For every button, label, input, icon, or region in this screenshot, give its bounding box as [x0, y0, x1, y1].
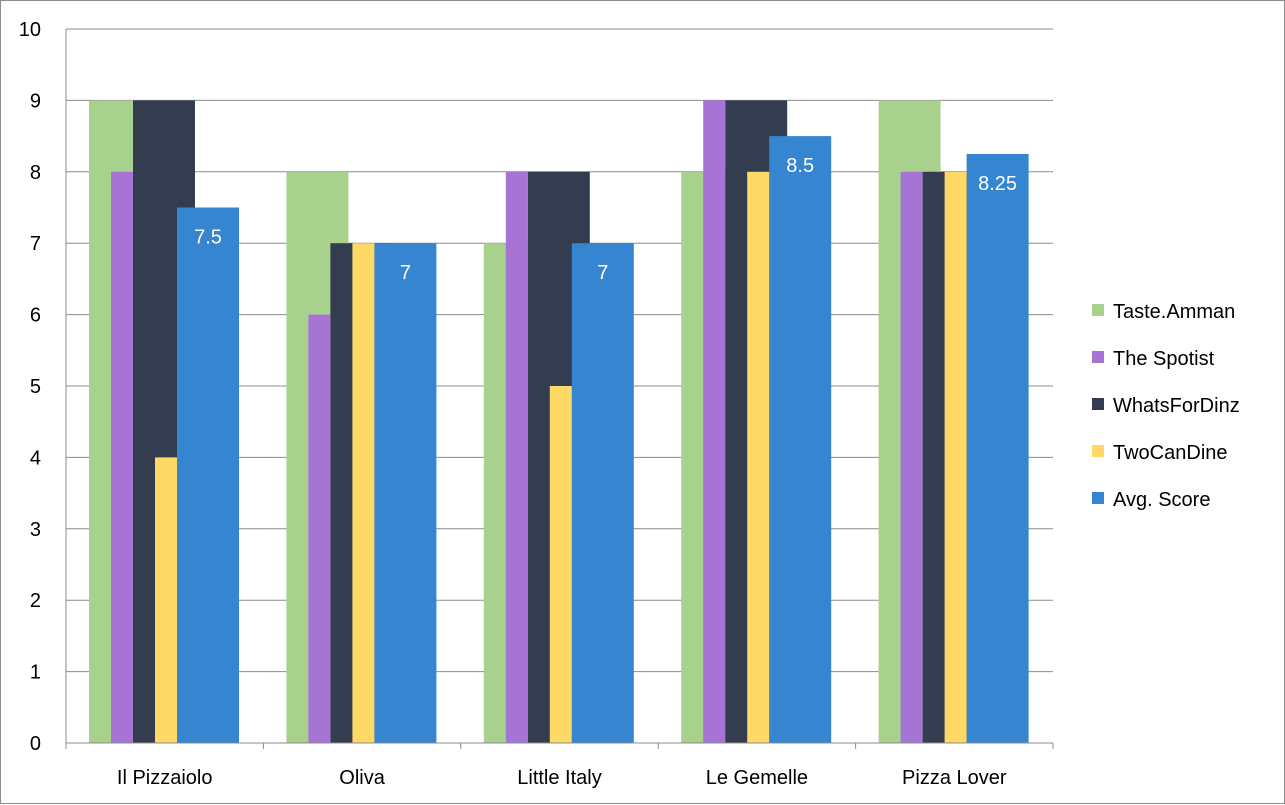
- data-label: 7: [400, 262, 411, 284]
- y-tick-label: 5: [30, 376, 41, 398]
- data-label: 7: [597, 262, 608, 284]
- y-tick-label: 9: [30, 90, 41, 112]
- bar-the-spotist: [505, 171, 528, 744]
- bar-avg-score: [374, 243, 437, 743]
- x-category-label: Little Italy: [517, 767, 601, 789]
- bar-the-spotist: [703, 100, 726, 743]
- legend: Taste.Amman The Spotist WhatsForDinz TwoCan…: [1092, 301, 1240, 511]
- bar-the-spotist: [900, 171, 923, 744]
- legend-label: The Spotist: [1113, 348, 1215, 370]
- legend-swatch: [1092, 304, 1104, 316]
- data-label: 8.25: [978, 173, 1017, 195]
- legend-swatch: [1092, 445, 1104, 457]
- y-tick-label: 10: [19, 19, 41, 41]
- data-label: 8.5: [786, 155, 814, 177]
- y-tick-label: 7: [30, 233, 41, 255]
- bar-avg-score: [571, 243, 634, 743]
- y-tick-label: 6: [30, 305, 41, 327]
- bar-twocandine: [352, 243, 375, 743]
- y-tick-label: 4: [30, 447, 41, 469]
- data-labels: 7.5 7 7 8.5 8.25: [194, 155, 1017, 284]
- bars: [89, 100, 1029, 744]
- bar-avg-score: [177, 207, 239, 743]
- x-category-label: Pizza Lover: [902, 767, 1007, 789]
- y-tick-label: 1: [30, 662, 41, 684]
- legend-label: TwoCanDine: [1113, 442, 1228, 464]
- x-axis: Il Pizzaiolo Oliva Little Italy Le Gemelle P…: [65, 742, 1054, 789]
- bar-avg-score: [769, 136, 832, 744]
- legend-label: WhatsForDinz: [1113, 395, 1240, 417]
- legend-label: Avg. Score: [1113, 489, 1210, 511]
- legend-swatch: [1092, 351, 1104, 363]
- data-label: 7.5: [194, 227, 222, 249]
- bar-twocandine: [747, 171, 770, 744]
- y-tick-label: 0: [30, 733, 41, 755]
- bar-avg-score: [966, 153, 1029, 743]
- y-tick-label: 3: [30, 519, 41, 541]
- y-tick-label: 8: [30, 162, 41, 184]
- x-category-label: Oliva: [339, 767, 385, 789]
- legend-label: Taste.Amman: [1113, 301, 1235, 323]
- bar-the-spotist: [111, 171, 133, 744]
- y-tick-label: 2: [30, 590, 41, 612]
- legend-swatch: [1092, 398, 1104, 410]
- bar-twocandine: [944, 171, 967, 744]
- bar-twocandine: [155, 457, 177, 743]
- x-category-label: Le Gemelle: [706, 767, 808, 789]
- x-category-label: Il Pizzaiolo: [117, 767, 213, 789]
- bar-the-spotist: [308, 314, 331, 743]
- bar-twocandine: [549, 386, 572, 743]
- legend-swatch: [1092, 492, 1104, 504]
- y-axis-tick-labels: 0 1 2 3 4 5 6 7 8 9 10: [19, 19, 41, 755]
